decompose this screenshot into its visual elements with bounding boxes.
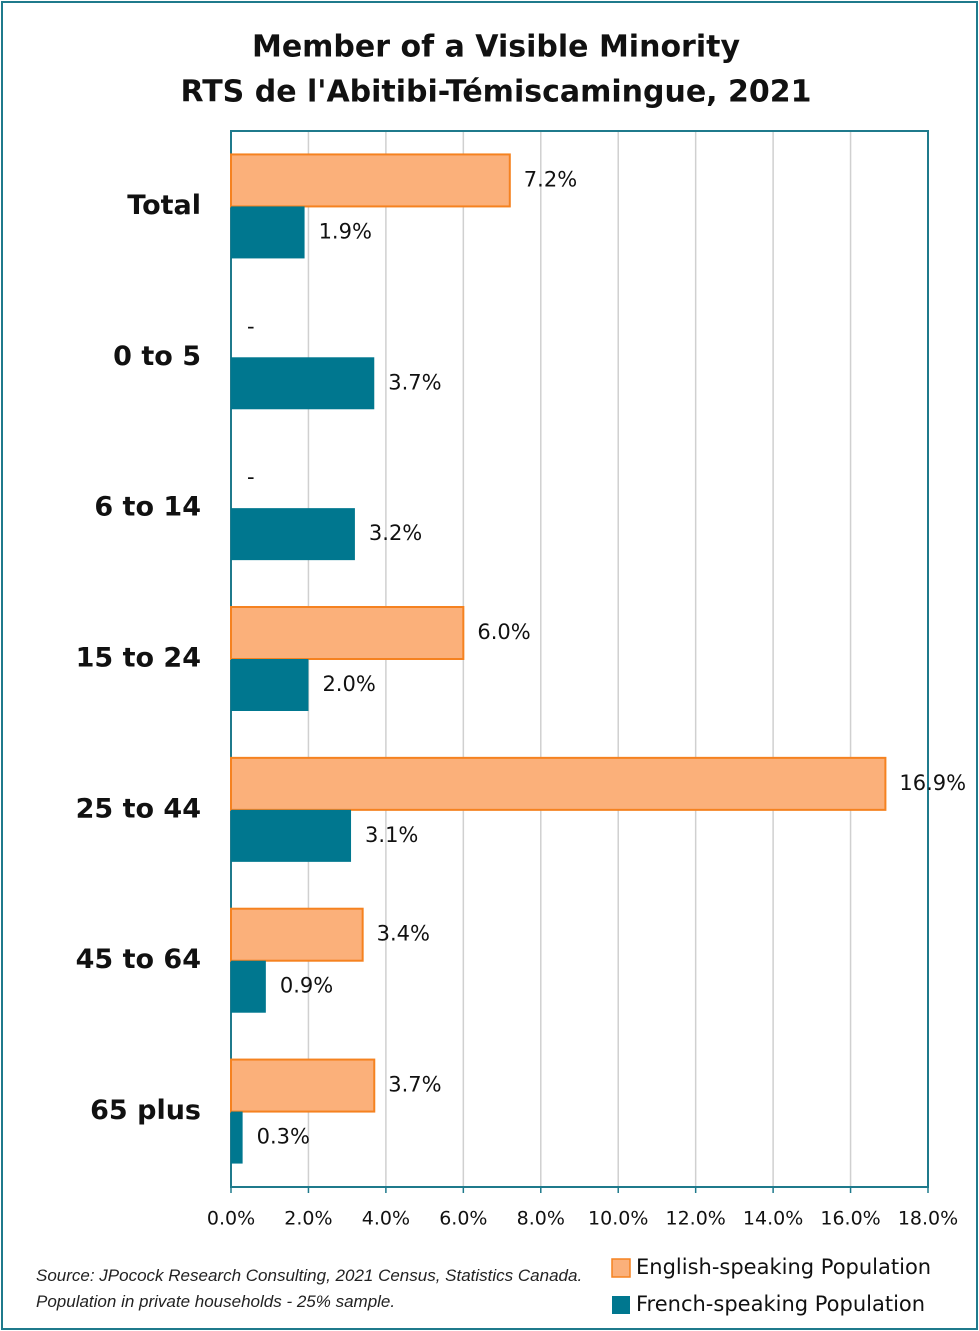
chart-title: RTS de l'Abitibi-Témiscamingue, 2021 xyxy=(180,75,811,110)
bar xyxy=(230,756,887,811)
bar xyxy=(231,960,266,1013)
x-tick-label: 12.0% xyxy=(665,1208,725,1230)
data-label: 1.9% xyxy=(319,219,372,243)
legend-label: English-speaking Population xyxy=(636,1255,931,1279)
bar xyxy=(231,1111,243,1164)
y-tick-label: 15 to 24 xyxy=(76,643,201,674)
y-tick-label: Total xyxy=(127,190,201,221)
data-label: 3.1% xyxy=(365,823,418,847)
x-tick-label: 18.0% xyxy=(898,1208,958,1230)
data-label: 3.7% xyxy=(388,1073,441,1097)
data-label: 7.2% xyxy=(524,167,577,191)
chart-title: Member of a Visible Minority xyxy=(252,30,741,65)
data-label: 0.9% xyxy=(280,974,333,998)
x-tick-label: 2.0% xyxy=(284,1208,332,1230)
x-tick-label: 10.0% xyxy=(588,1208,648,1230)
data-label: - xyxy=(247,465,255,489)
data-label: 16.9% xyxy=(899,771,966,795)
x-tick-label: 16.0% xyxy=(820,1208,880,1230)
source-note: Source: JPocock Research Consulting, 202… xyxy=(36,1266,583,1311)
bar xyxy=(231,206,305,259)
x-tick-label: 14.0% xyxy=(743,1208,803,1230)
legend-label: French-speaking Population xyxy=(636,1292,925,1316)
data-label: 6.0% xyxy=(477,620,530,644)
bar xyxy=(231,809,352,862)
bar xyxy=(231,508,355,561)
bar xyxy=(230,606,465,660)
x-tick-label: 0.0% xyxy=(207,1208,255,1230)
bar xyxy=(230,907,364,962)
data-label: 2.0% xyxy=(322,672,375,696)
bar xyxy=(230,1058,376,1113)
x-tick-label: 8.0% xyxy=(517,1208,565,1230)
y-tick-label: 6 to 14 xyxy=(94,492,201,523)
x-tick-label: 4.0% xyxy=(362,1208,410,1230)
x-tick-label: 6.0% xyxy=(439,1208,487,1230)
data-label: - xyxy=(247,314,255,338)
legend-swatch xyxy=(611,1258,631,1278)
y-tick-label: 45 to 64 xyxy=(76,944,201,975)
bar xyxy=(231,357,375,410)
y-tick-label: 65 plus xyxy=(90,1095,201,1126)
bar xyxy=(230,153,511,208)
data-label: 3.7% xyxy=(388,370,441,394)
legend-swatch xyxy=(612,1296,630,1314)
y-tick-label: 0 to 5 xyxy=(113,341,201,372)
data-label: 3.2% xyxy=(369,521,422,545)
data-label: 3.4% xyxy=(377,922,430,946)
bar xyxy=(231,659,309,711)
data-label: 0.3% xyxy=(257,1125,310,1149)
y-tick-label: 25 to 44 xyxy=(76,793,201,824)
